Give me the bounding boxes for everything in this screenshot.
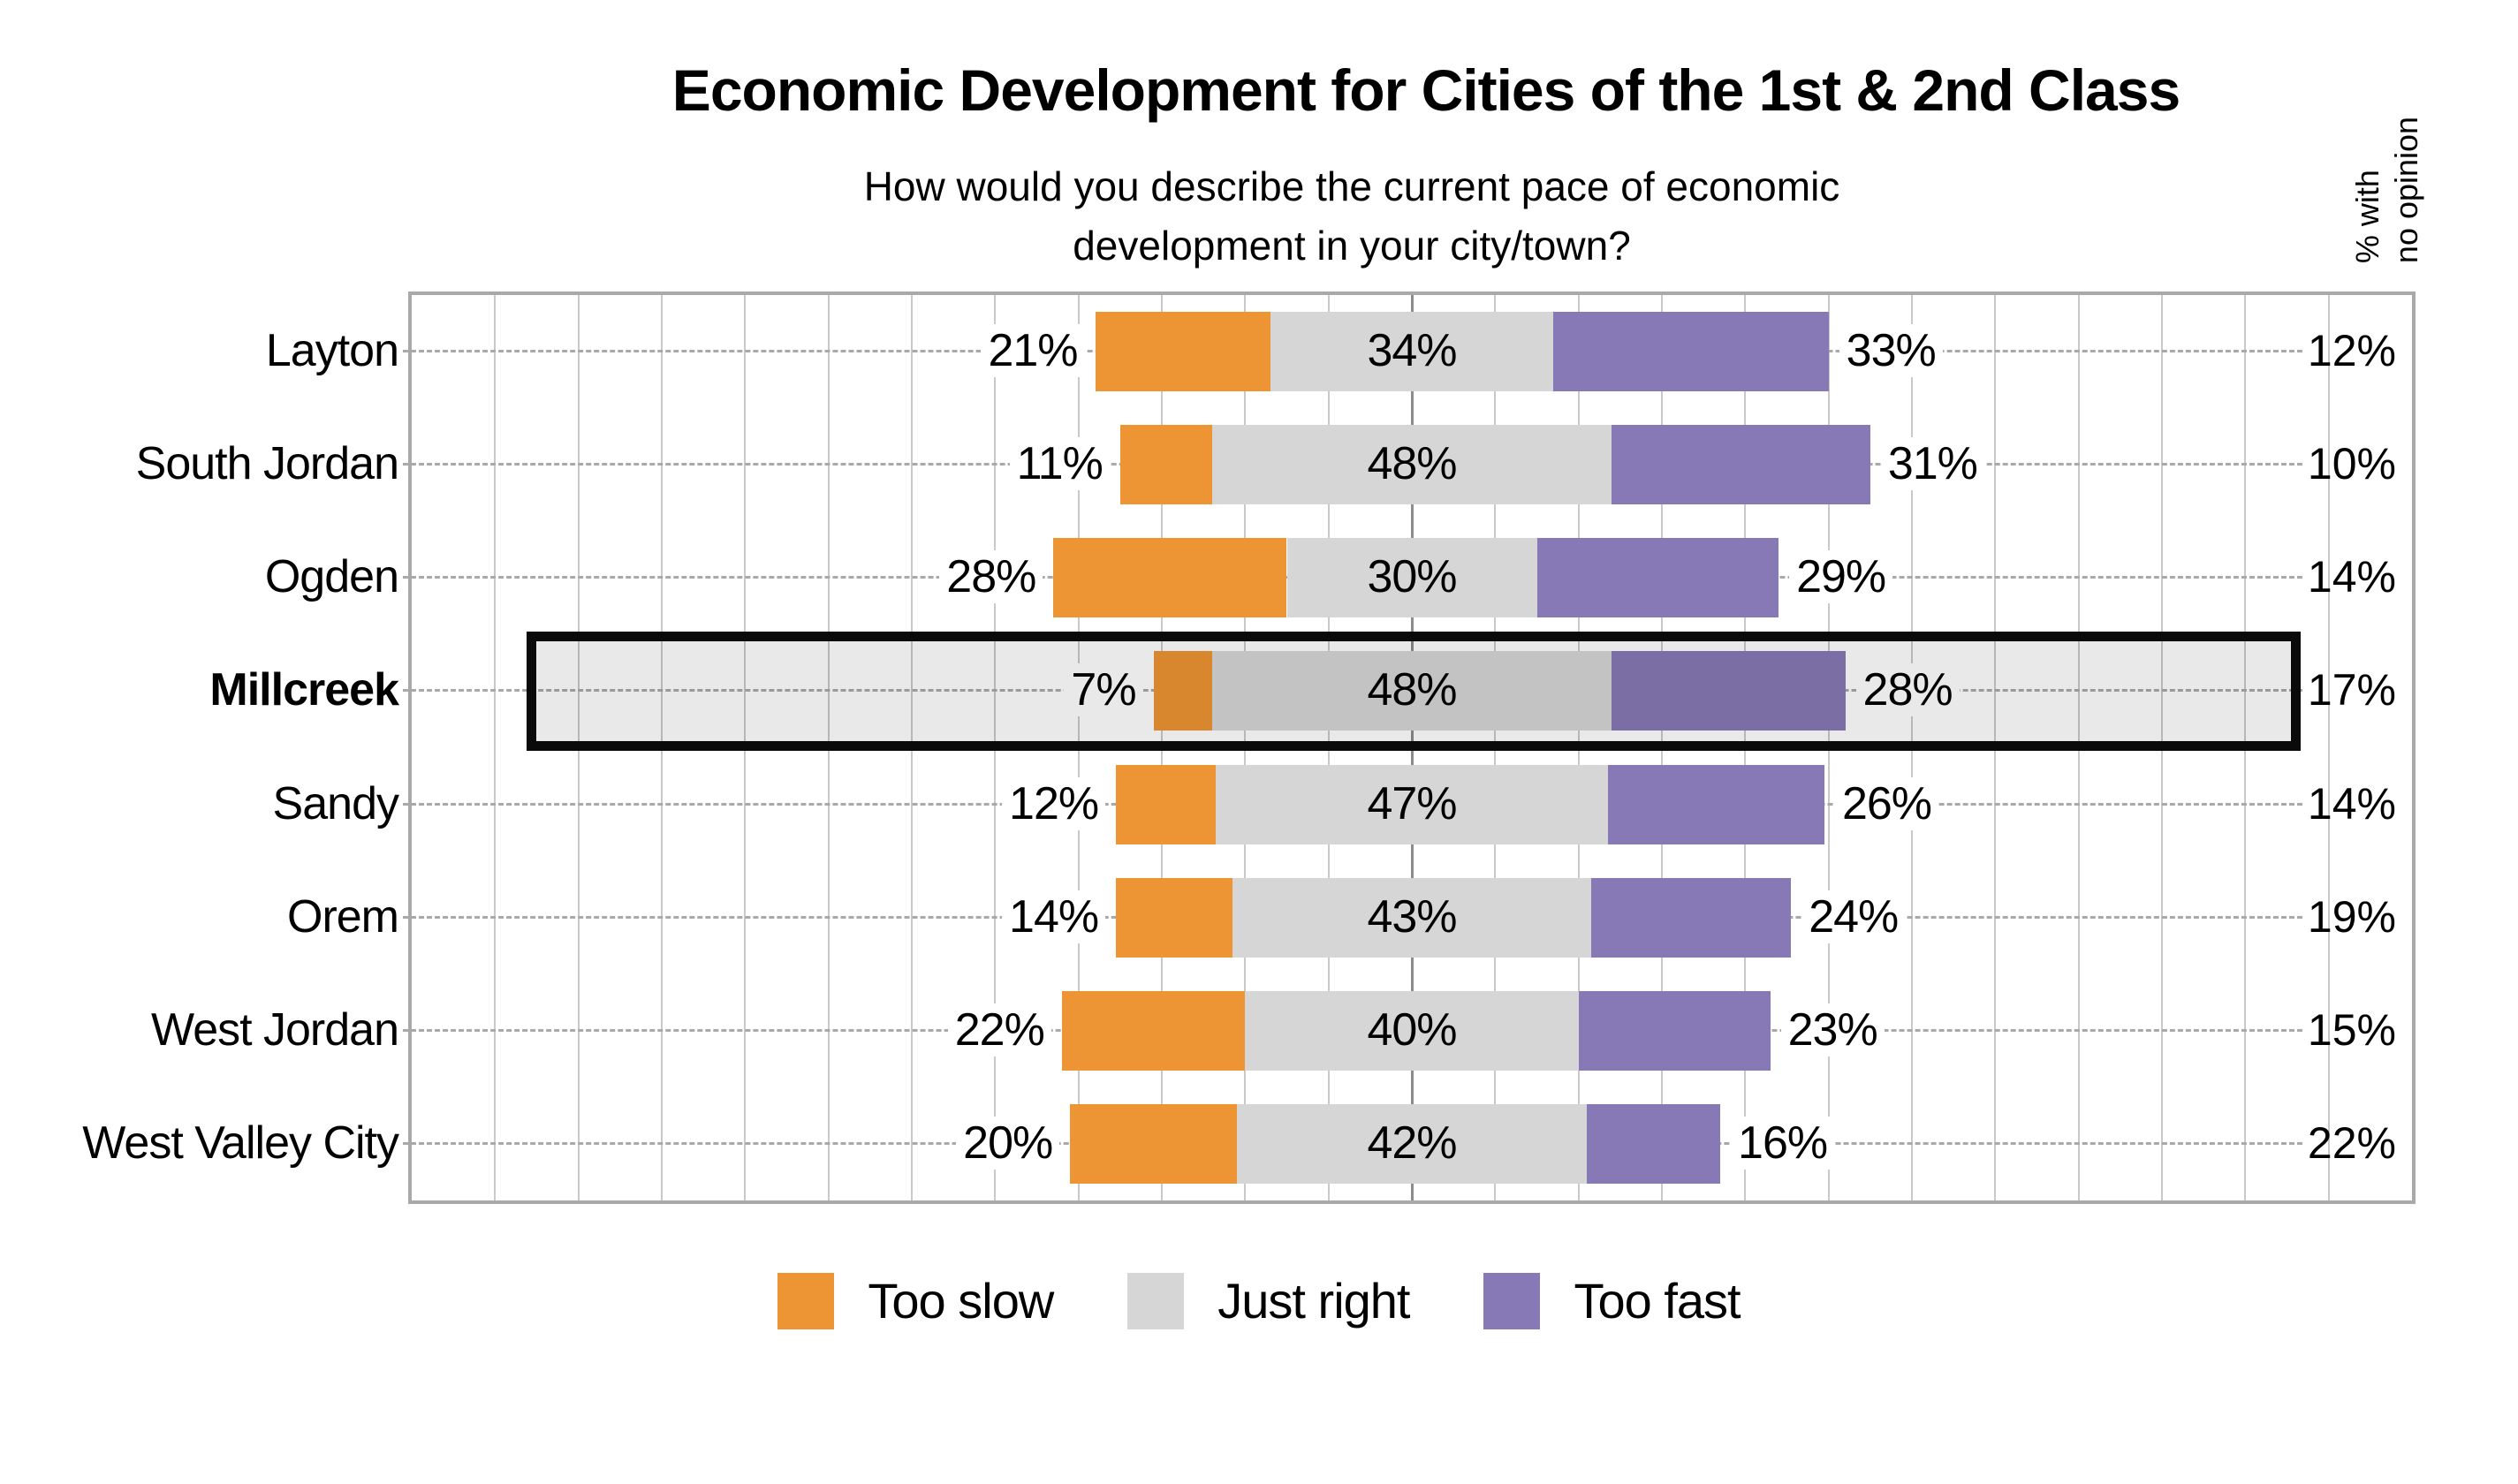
too-slow-value-label: 14% (1002, 890, 1106, 943)
legend-item-just-right: Just right (1127, 1272, 1410, 1329)
no-opinion-value-label: 22% (2307, 1117, 2396, 1168)
bar-segment-too-slow (1116, 877, 1233, 958)
just-right-value-label: 48% (1367, 438, 1457, 490)
bar-segment-too-slow (1061, 990, 1246, 1071)
too-fast-value-label: 16% (1731, 1116, 1835, 1170)
legend-label-too-fast: Too fast (1574, 1273, 1741, 1329)
chart-title: Economic Development for Cities of the 1… (671, 57, 2180, 123)
bar-segment-too-slow (1119, 425, 1212, 505)
row-label-west-jordan: West Jordan (151, 1003, 399, 1056)
no-opinion-value-label: 10% (2307, 439, 2396, 489)
just-right-value-label: 34% (1367, 325, 1457, 377)
no-opinion-value-label: 15% (2307, 1004, 2396, 1055)
just-right-value-label: 30% (1367, 551, 1457, 603)
legend-label-just-right: Just right (1217, 1273, 1410, 1329)
no-opinion-value-label: 12% (2307, 326, 2396, 376)
bar-segment-too-fast (1536, 538, 1779, 618)
too-slow-swatch (777, 1272, 835, 1329)
legend: Too slow Just right Too fast (0, 1272, 2518, 1329)
gridline (2327, 295, 2330, 1200)
too-fast-value-label: 26% (1834, 776, 1939, 830)
bar-segment-just-right (1216, 764, 1608, 844)
gridline (577, 295, 580, 1200)
gridline (1911, 295, 1913, 1200)
bar-segment-too-fast (1612, 425, 1870, 505)
bar-segment-too-slow (1095, 312, 1270, 392)
just-right-value-label: 47% (1367, 777, 1457, 829)
too-fast-value-label: 31% (1880, 437, 1984, 491)
no-opinion-column-header: % with no opinion (2255, 57, 2518, 322)
gridline (994, 295, 997, 1200)
no-opinion-header-line1: % with (2349, 170, 2385, 264)
too-slow-value-label: 7% (1064, 663, 1143, 717)
legend-label-too-slow: Too slow (868, 1273, 1054, 1329)
row-label-millcreek: Millcreek (209, 664, 399, 716)
bar-segment-just-right (1211, 651, 1612, 731)
just-right-swatch (1127, 1272, 1185, 1329)
gridline (827, 295, 830, 1200)
bar-segment-too-fast (1612, 651, 1846, 731)
gridline (494, 295, 497, 1200)
row-label-south-jordan: South Jordan (135, 438, 399, 490)
too-fast-value-label: 29% (1789, 550, 1893, 604)
gridline (911, 295, 913, 1200)
bar-segment-too-slow (1070, 1103, 1237, 1184)
row-label-orem: Orem (287, 890, 399, 943)
too-slow-value-label: 22% (947, 1003, 1051, 1056)
bar-segment-just-right (1211, 425, 1612, 505)
just-right-value-label: 40% (1367, 1003, 1457, 1056)
bar-segment-too-fast (1553, 312, 1829, 392)
bar-segment-just-right (1286, 538, 1537, 618)
too-fast-value-label: 24% (1801, 890, 1906, 943)
bar-segment-too-fast (1607, 764, 1824, 844)
chart-subtitle-line2: development in your city/town? (1073, 223, 1631, 269)
gridline (2077, 295, 2080, 1200)
bar-segment-too-slow (1153, 651, 1212, 731)
gridline (661, 295, 663, 1200)
too-slow-value-label: 11% (1009, 437, 1110, 491)
plot-area: Layton 21% 34% 33% 12% South Jordan 11% 48% 31% 1… (82, 292, 2416, 1204)
row-label-ogden: Ogden (264, 551, 399, 603)
no-opinion-value-label: 19% (2307, 891, 2396, 942)
too-slow-value-label: 12% (1002, 776, 1106, 830)
legend-item-too-slow: Too slow (777, 1272, 1054, 1329)
row-label-sandy: Sandy (272, 777, 399, 829)
too-slow-value-label: 20% (956, 1116, 1060, 1170)
just-right-value-label: 42% (1367, 1117, 1457, 1169)
too-slow-value-label: 28% (939, 550, 1043, 604)
bar-segment-just-right (1270, 312, 1554, 392)
legend-item-too-fast: Too fast (1483, 1272, 1741, 1329)
too-fast-value-label: 28% (1855, 663, 1960, 717)
gridline (2161, 295, 2163, 1200)
no-opinion-header-line2: no opinion (2388, 116, 2424, 264)
too-fast-value-label: 23% (1780, 1003, 1885, 1056)
too-fast-swatch (1483, 1272, 1541, 1329)
chart-subtitle: How would you describe the current pace … (468, 157, 2235, 276)
no-opinion-value-label: 17% (2307, 665, 2396, 716)
bar-segment-too-slow (1116, 764, 1217, 844)
no-opinion-value-label: 14% (2307, 778, 2396, 829)
bar-segment-too-fast (1578, 990, 1771, 1071)
bar-segment-just-right (1236, 1103, 1588, 1184)
gridline (1994, 295, 1997, 1200)
just-right-value-label: 43% (1367, 890, 1457, 943)
just-right-value-label: 48% (1367, 664, 1457, 716)
too-slow-value-label: 21% (981, 324, 1085, 378)
row-label-west-valley-city: West Valley City (82, 1117, 399, 1169)
gridline (2244, 295, 2247, 1200)
gridline (744, 295, 747, 1200)
row-label-layton: Layton (265, 325, 399, 377)
bar-segment-too-slow (1053, 538, 1287, 618)
bar-segment-too-fast (1587, 1103, 1721, 1184)
chart-subtitle-line1: How would you describe the current pace … (863, 163, 1840, 209)
bar-segment-too-fast (1590, 877, 1792, 958)
bar-segment-just-right (1232, 877, 1591, 958)
too-fast-value-label: 33% (1839, 324, 1943, 378)
no-opinion-value-label: 14% (2307, 552, 2396, 602)
bar-segment-just-right (1245, 990, 1579, 1071)
